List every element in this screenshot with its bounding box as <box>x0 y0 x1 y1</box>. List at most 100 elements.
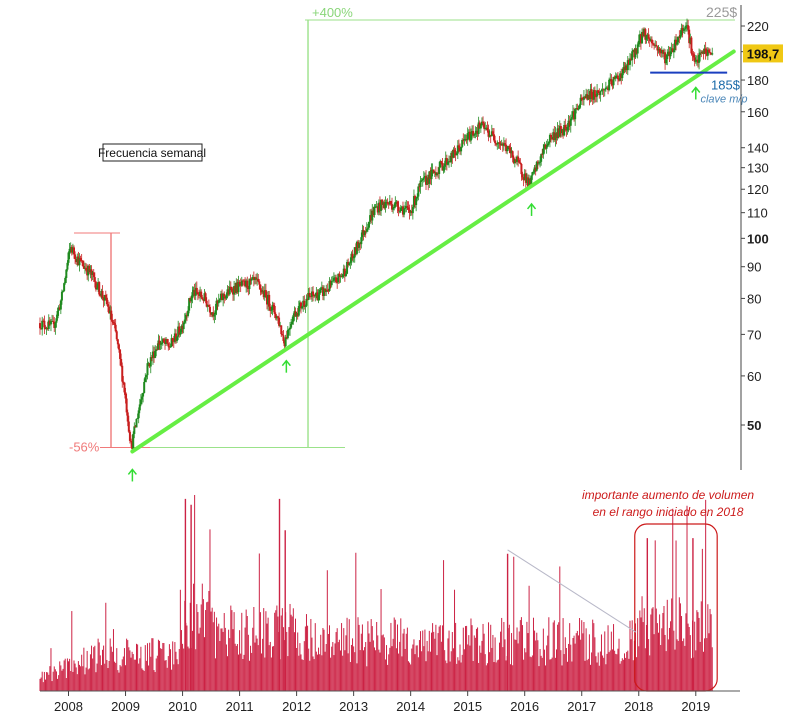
candle-body <box>330 281 333 286</box>
candle-body <box>153 351 156 358</box>
candle-body <box>78 258 81 266</box>
candle-body <box>69 247 72 249</box>
candle-body <box>335 277 338 283</box>
candle-body <box>70 247 73 253</box>
candle-body <box>41 320 44 330</box>
candle-body <box>534 167 537 171</box>
candle-body <box>388 201 391 205</box>
drop-percent-label: -56% <box>69 439 100 454</box>
candle-body <box>679 34 682 38</box>
candle-body <box>327 290 330 292</box>
candle-body <box>190 298 193 302</box>
candle-body <box>113 323 116 325</box>
candle-body <box>581 98 584 100</box>
candle-body <box>660 49 663 53</box>
candle-body <box>200 291 203 298</box>
candle-body <box>680 28 683 35</box>
candle-body <box>435 172 438 176</box>
candle-body <box>172 340 175 342</box>
candle-body <box>616 75 619 80</box>
candle-body <box>372 210 375 215</box>
candle-body <box>394 202 397 207</box>
candle-body <box>594 96 597 98</box>
candle-body <box>340 275 343 277</box>
candle-body <box>385 202 388 203</box>
candle-body <box>139 399 142 405</box>
candle-body <box>631 51 634 61</box>
candle-body <box>124 392 127 399</box>
candle-body <box>269 306 272 311</box>
candle-body <box>117 344 120 350</box>
candle-body <box>230 288 233 292</box>
candle-body <box>380 199 383 211</box>
candle-body <box>488 135 491 137</box>
candle-body <box>53 321 56 328</box>
candle-body <box>558 126 561 137</box>
candle-body <box>401 206 404 215</box>
candle-body <box>279 325 282 327</box>
candle-body <box>455 153 458 156</box>
candle-body <box>645 35 648 40</box>
candle-body <box>456 145 459 154</box>
candle-body <box>371 210 374 221</box>
candle-body <box>533 167 536 172</box>
candle-body <box>636 44 639 54</box>
candle-body <box>553 132 556 140</box>
candle-body <box>495 143 498 145</box>
candle-body <box>665 59 668 64</box>
candle-body <box>608 79 611 91</box>
candle-body <box>404 207 407 209</box>
y-tick-label: 140 <box>747 141 769 156</box>
candle-body <box>466 133 469 141</box>
candle-body <box>360 237 363 245</box>
annotation-layer: 185$clave m/p +400% 225$ -56% <box>69 4 748 482</box>
candle-body <box>452 149 455 158</box>
candle-body <box>329 281 332 286</box>
candle-body <box>516 156 519 162</box>
candle-body <box>313 294 316 297</box>
candle-body <box>612 76 615 86</box>
y-tick-label: 80 <box>747 291 761 306</box>
candle-body <box>428 171 431 184</box>
candle-body <box>587 95 590 100</box>
candle-body <box>650 39 653 44</box>
candle-body <box>297 306 300 316</box>
candle-body <box>43 320 46 328</box>
candle-body <box>213 314 216 317</box>
candle-body <box>460 146 463 152</box>
x-tick-label: 2017 <box>567 699 596 714</box>
candle-body <box>302 300 305 307</box>
candle-body <box>333 277 336 279</box>
candle-body <box>208 306 211 313</box>
candle-body <box>555 133 558 139</box>
candle-body <box>294 311 297 317</box>
candle-body <box>171 338 174 341</box>
candle-body <box>223 293 226 297</box>
candle-body <box>517 156 520 160</box>
candle-body <box>585 94 588 99</box>
candle-body <box>615 75 618 77</box>
candle-body <box>450 152 453 163</box>
candle-body <box>293 311 296 316</box>
candle-body <box>700 52 703 54</box>
candle-body <box>74 254 77 260</box>
candle-body <box>691 53 694 55</box>
candle-body <box>122 381 125 383</box>
candle-body <box>156 349 159 351</box>
candle-body <box>560 129 563 134</box>
candle-body <box>384 202 387 209</box>
candle-body <box>375 206 378 208</box>
candle-body <box>578 104 581 109</box>
candle-body <box>405 205 408 208</box>
candle-body <box>135 418 138 428</box>
candle-body <box>619 73 622 81</box>
candle-body <box>524 173 527 183</box>
candle-body <box>548 134 551 142</box>
candle-body <box>65 269 68 278</box>
candle-body <box>295 313 298 317</box>
candle-body <box>598 93 601 96</box>
candle-body <box>348 263 351 266</box>
candle-body <box>442 166 445 171</box>
candle-body <box>128 431 131 441</box>
candle-body <box>284 337 287 347</box>
